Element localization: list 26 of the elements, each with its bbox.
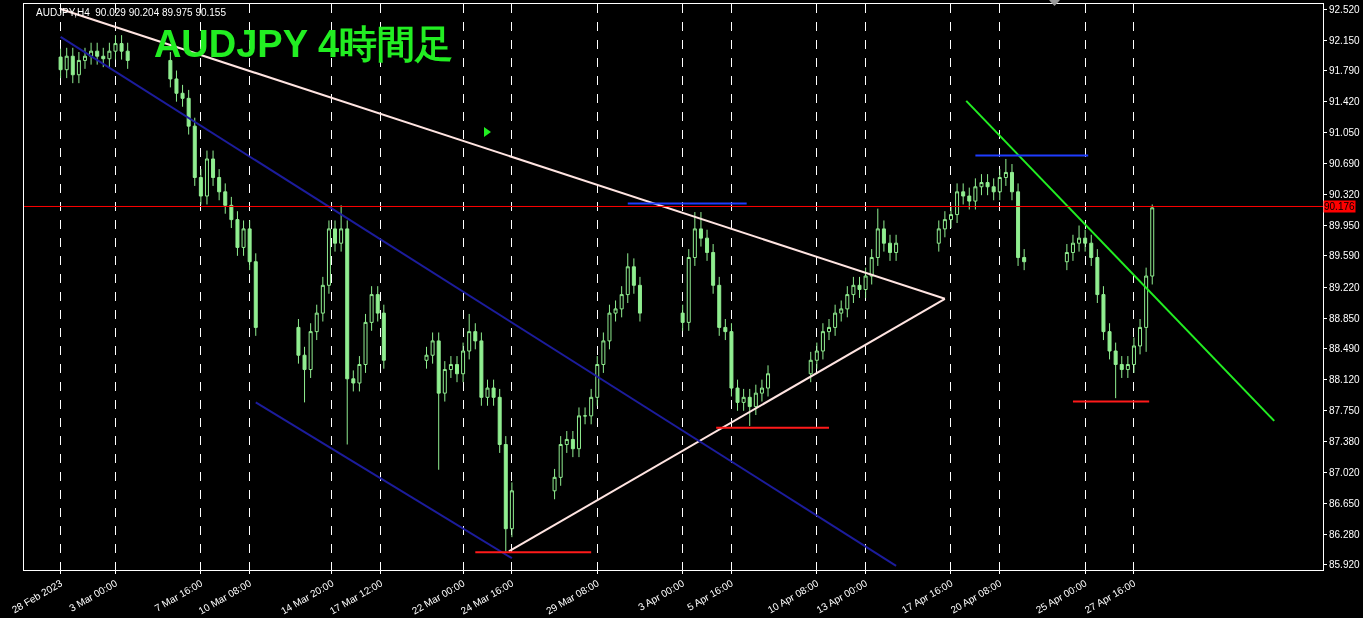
text: AUDJPY 4時間足 [153,22,454,65]
y-tick-label: 92.520 [1329,3,1361,15]
y-tick-label: 91.050 [1329,127,1361,139]
y-tick-label: 89.220 [1329,281,1361,293]
ref-line-label: 90.176 [1324,201,1356,212]
y-tick-label: 88.120 [1329,374,1361,386]
x-tick-label: 29 Mar 08:00 [544,577,602,617]
x-tick-label: 28 Feb 2023 [9,577,65,616]
y-tick-label: 85.920 [1329,559,1361,571]
y-tick-label: 89.590 [1329,250,1361,262]
y-tick-label: 86.650 [1329,497,1361,509]
x-tick-label: 5 Apr 16:00 [685,577,736,613]
y-tick-label: 87.750 [1329,405,1361,417]
y-tick-label: 87.380 [1329,436,1361,448]
y-tick-label: 90.320 [1329,188,1361,200]
y-tick-label: 86.280 [1329,529,1361,541]
y-tick-label: 87.020 [1329,466,1361,478]
y-tick-label: 92.150 [1329,34,1361,46]
y-tick-label: 91.420 [1329,96,1361,108]
x-tick-label: 3 Mar 00:00 [67,577,120,614]
y-tick-label: 88.490 [1329,342,1361,354]
y-tick-label: 88.850 [1329,312,1361,324]
y-tick-label: 90.690 [1329,157,1361,169]
x-tick-label: 3 Apr 00:00 [636,577,687,613]
y-tick-label: 91.790 [1329,65,1361,77]
y-tick-label: 89.950 [1329,220,1361,232]
